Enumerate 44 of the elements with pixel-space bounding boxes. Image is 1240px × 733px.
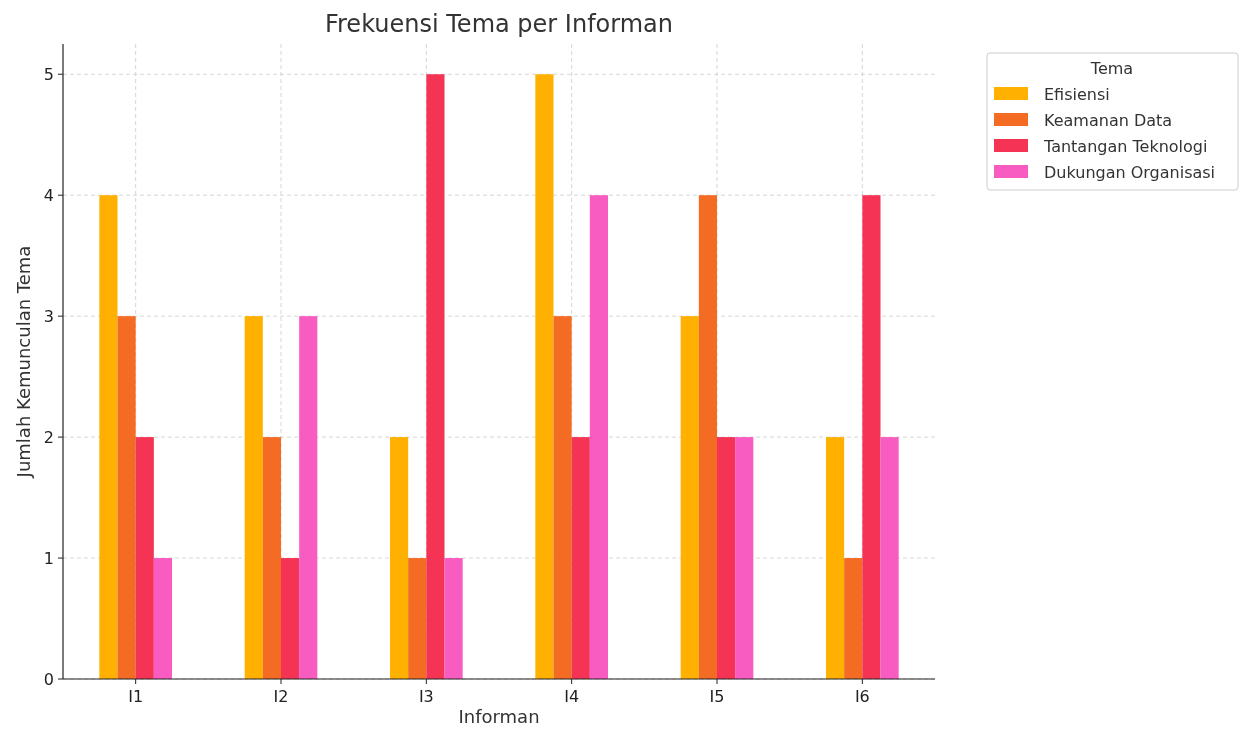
bar [589, 195, 608, 679]
bar [680, 316, 699, 679]
bar [244, 316, 263, 679]
legend-label: Tantangan Teknologi [1043, 136, 1208, 156]
bar [698, 195, 717, 679]
legend-title: Tema [1089, 59, 1134, 78]
bar [880, 437, 899, 679]
y-tick-label: 3 [43, 306, 54, 326]
y-tick-label: 1 [43, 548, 54, 568]
bar [299, 316, 318, 679]
x-axis-title: Informan [458, 706, 540, 727]
x-tick-label: I4 [564, 687, 580, 706]
x-tick-label: I5 [709, 687, 725, 706]
bar [281, 558, 300, 679]
y-tick-label: 2 [43, 427, 54, 447]
bar [408, 558, 427, 679]
legend-label: Efisiensi [1044, 84, 1110, 104]
bar [735, 437, 754, 679]
bar [99, 195, 118, 679]
y-axis-title: Jumlah Kemunculan Tema [13, 245, 34, 479]
bar [117, 316, 136, 679]
bar [553, 316, 572, 679]
x-tick-label: I2 [273, 687, 289, 706]
x-tick-label: I6 [854, 687, 870, 706]
bar [862, 195, 881, 679]
bar [135, 437, 154, 679]
y-tick-label: 4 [43, 185, 54, 205]
bar [571, 437, 590, 679]
legend-label: Keamanan Data [1044, 110, 1173, 130]
bar [844, 558, 863, 679]
x-tick-label: I3 [418, 687, 434, 706]
bar [262, 437, 281, 679]
chart-title: Frekuensi Tema per Informan [324, 10, 674, 38]
x-tick-label: I1 [128, 687, 144, 706]
bar [717, 437, 736, 679]
bar [153, 558, 172, 679]
bar [826, 437, 845, 679]
legend-label: Dukungan Organisasi [1044, 162, 1216, 182]
bar [444, 558, 463, 679]
bar [535, 74, 554, 679]
bar [426, 74, 445, 679]
y-tick-label: 0 [43, 669, 54, 689]
bar [390, 437, 409, 679]
y-tick-label: 5 [43, 64, 54, 84]
